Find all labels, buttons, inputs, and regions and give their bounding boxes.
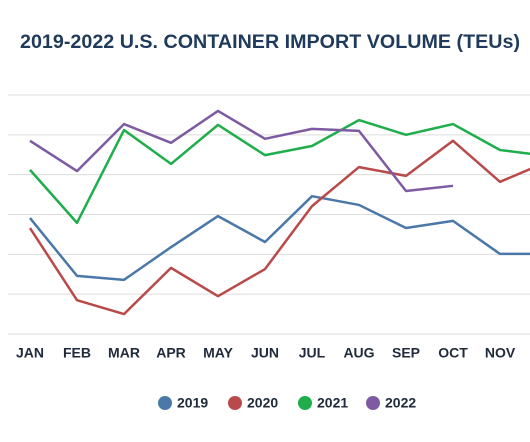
legend-label: 2019 bbox=[177, 395, 208, 411]
x-tick-label: MAR bbox=[108, 345, 140, 361]
x-tick-label: NOV bbox=[485, 345, 516, 361]
legend-label: 2022 bbox=[385, 395, 416, 411]
legend-swatch bbox=[228, 396, 242, 410]
x-tick-label: SEP bbox=[392, 345, 420, 361]
x-tick-label: APR bbox=[156, 345, 186, 361]
x-tick-label: OCT bbox=[438, 345, 468, 361]
chart-title: 2019-2022 U.S. CONTAINER IMPORT VOLUME (… bbox=[20, 32, 520, 53]
x-tick-label: MAY bbox=[203, 345, 233, 361]
legend-label: 2021 bbox=[317, 395, 348, 411]
x-tick-label: FEB bbox=[63, 345, 91, 361]
x-tick-label: AUG bbox=[343, 345, 374, 361]
legend-swatch bbox=[298, 396, 312, 410]
x-tick-label: JUL bbox=[299, 345, 326, 361]
legend-swatch bbox=[366, 396, 380, 410]
legend-label: 2020 bbox=[247, 395, 278, 411]
series-line bbox=[29, 194, 530, 282]
series-line bbox=[29, 109, 454, 193]
legend-swatch bbox=[158, 396, 172, 410]
x-tick-label: JAN bbox=[16, 345, 44, 361]
series-line bbox=[28, 139, 530, 316]
x-tick-label: JUN bbox=[251, 345, 279, 361]
series-line bbox=[29, 118, 530, 225]
